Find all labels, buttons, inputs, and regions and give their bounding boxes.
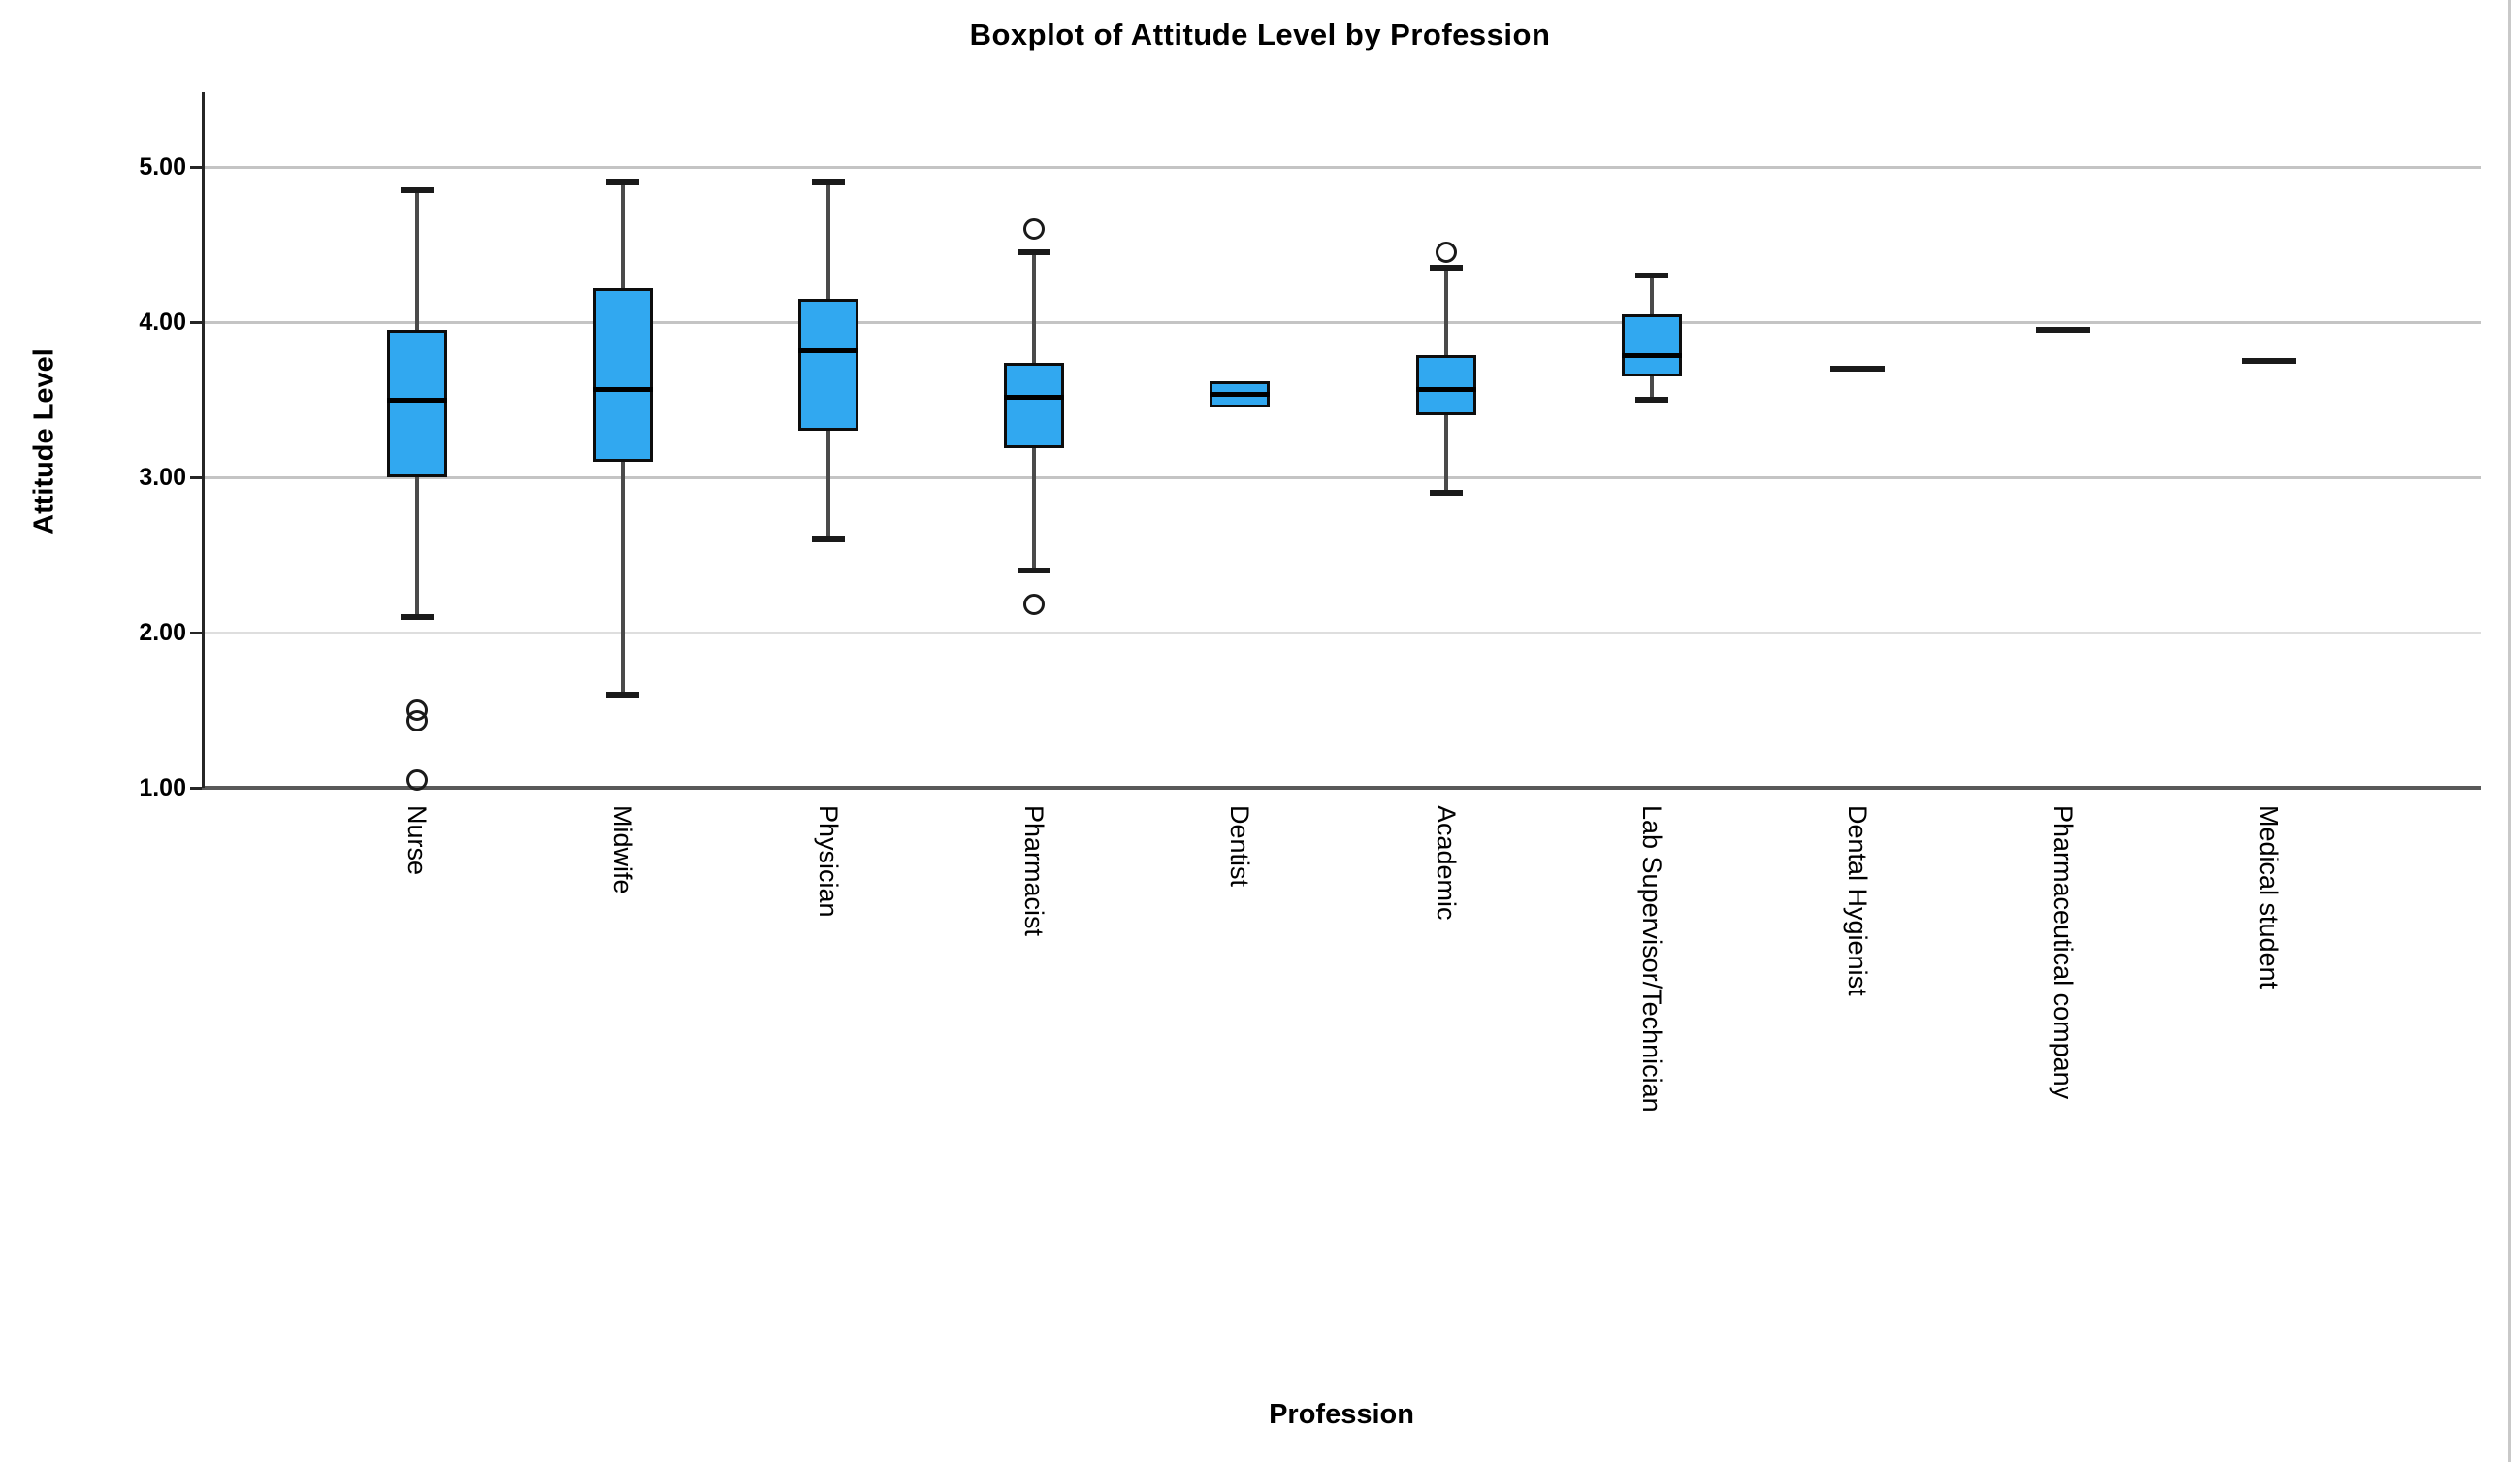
upper-whisker (1649, 276, 1654, 314)
outlier-circle (1023, 218, 1046, 240)
chart-frame-right-edge (2508, 0, 2511, 1462)
category-label-pharmacist: Pharmacist (1019, 805, 1050, 937)
median-line (1210, 391, 1271, 397)
gridline-2.00 (202, 632, 2481, 634)
iqr-box (798, 299, 859, 431)
gridline-3.00 (202, 476, 2481, 479)
category-label-academic: Academic (1431, 805, 1461, 921)
y-tick-label-4.00: 4.00 (139, 309, 186, 336)
y-tick-label-1.00: 1.00 (139, 774, 186, 801)
median-line (1415, 386, 1476, 392)
upper-whisker-cap (401, 187, 434, 193)
iqr-box (1415, 354, 1476, 415)
lower-whisker (1649, 376, 1654, 400)
lower-whisker-cap (812, 536, 846, 542)
category-label-dental-hygienist: Dental Hygienist (1842, 805, 1872, 996)
lower-whisker-cap (1018, 568, 1051, 573)
category-label-lab-supervisor-technician: Lab Supervisor/Technician (1636, 805, 1666, 1113)
lower-whisker-cap (606, 692, 640, 698)
lower-whisker (1443, 415, 1448, 493)
iqr-box (387, 330, 447, 477)
iqr-box (1004, 362, 1065, 448)
upper-whisker-cap (1429, 265, 1463, 271)
y-tick-label-2.00: 2.00 (139, 619, 186, 646)
lower-whisker-cap (1634, 397, 1668, 403)
category-label-medical-student: Medical student (2253, 805, 2283, 990)
category-label-physician: Physician (814, 805, 844, 918)
y-axis-tick-4.00 (190, 321, 202, 324)
lower-whisker (621, 462, 626, 695)
category-label-midwife: Midwife (608, 805, 638, 894)
upper-whisker-cap (1634, 273, 1668, 278)
single-value-dash (2035, 327, 2090, 333)
median-line (1621, 352, 1682, 358)
upper-whisker-cap (606, 179, 640, 185)
y-axis-tick-1.00 (190, 787, 202, 790)
outlier-circle (1023, 594, 1046, 616)
upper-whisker-cap (1018, 249, 1051, 255)
upper-whisker (1443, 268, 1448, 355)
outlier-circle (406, 769, 428, 791)
gridline-4.00 (202, 321, 2481, 324)
chart-title: Boxplot of Attitude Level by Profession (969, 17, 1551, 51)
lower-whisker (1032, 447, 1037, 570)
median-line (798, 347, 859, 353)
single-value-dash (2241, 358, 2296, 364)
category-label-nurse: Nurse (403, 805, 432, 876)
upper-whisker (1032, 252, 1037, 363)
upper-whisker (621, 182, 626, 288)
gridline-5.00 (202, 166, 2481, 169)
single-value-dash (1829, 366, 1885, 372)
upper-whisker (415, 190, 419, 330)
median-line (593, 386, 654, 392)
y-axis-tick-2.00 (190, 632, 202, 634)
y-tick-label-5.00: 5.00 (139, 153, 186, 180)
lower-whisker (826, 431, 831, 539)
lower-whisker-cap (401, 614, 434, 620)
lower-whisker (415, 477, 419, 617)
outlier-circle (1435, 242, 1457, 263)
iqr-box (1621, 314, 1682, 376)
outlier-circle (406, 710, 428, 732)
median-line (387, 398, 447, 403)
lower-whisker-cap (1429, 490, 1463, 496)
iqr-box (593, 287, 654, 462)
y-axis-title: Attitude Level (28, 348, 60, 535)
median-line (1004, 394, 1065, 400)
y-axis-tick-3.00 (190, 476, 202, 479)
y-axis-tick-5.00 (190, 166, 202, 169)
x-axis-line (202, 786, 2481, 790)
y-axis-line (202, 92, 205, 788)
upper-whisker (826, 182, 831, 299)
x-axis-title: Profession (1269, 1399, 1414, 1430)
y-tick-label-3.00: 3.00 (139, 464, 186, 491)
upper-whisker-cap (812, 179, 846, 185)
category-label-pharmaceutical-company: Pharmaceutical company (2048, 805, 2078, 1100)
category-label-dentist: Dentist (1225, 805, 1255, 888)
